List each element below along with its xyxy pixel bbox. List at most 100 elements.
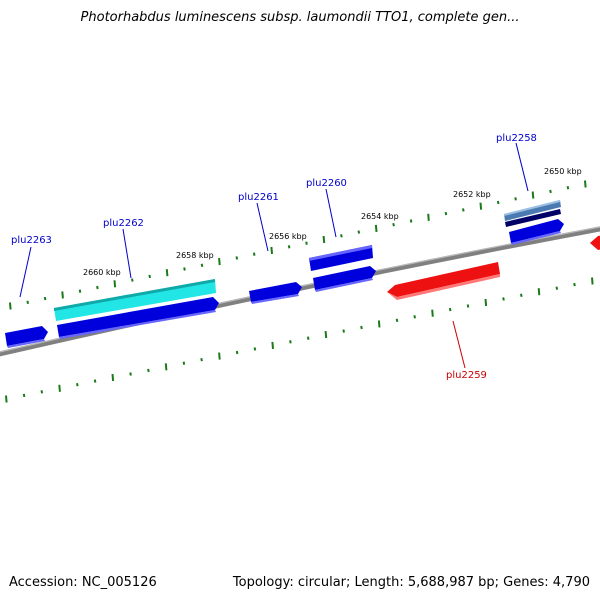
gene-plu2262-highlight-top [54, 279, 215, 311]
outer-tick [496, 200, 500, 205]
gene-plu2258-navy[interactable] [505, 209, 561, 227]
outer-tick [287, 245, 291, 249]
outer-tick [531, 191, 535, 199]
callout-plu2258 [515, 142, 529, 192]
outer-tick [165, 269, 169, 277]
gene-plu2260[interactable] [313, 266, 376, 290]
gene-label-plu2259[interactable]: plu2259 [446, 370, 487, 381]
callout-plu2262 [122, 228, 132, 279]
outer-tick [549, 189, 552, 194]
inner-tick [147, 368, 150, 373]
gene-plu2263[interactable] [5, 326, 48, 346]
outer-tick [322, 235, 326, 244]
inner-tick [40, 390, 44, 394]
outer-tick [357, 230, 361, 234]
scale-label-2654: 2654 kbp [361, 212, 399, 221]
inner-tick [111, 373, 115, 382]
inner-tick [218, 352, 221, 360]
gene-plu2258[interactable] [509, 219, 564, 243]
gene-plu2261-shade [251, 294, 299, 304]
scale-label-2658: 2658 kbp [176, 251, 214, 260]
inner-tick [93, 379, 97, 383]
outer-tick [218, 258, 221, 266]
accession-text: Accession: NC_005126 [9, 575, 157, 590]
inner-tick [253, 347, 257, 351]
map-title: Photorhabdus luminescens subsp. laumondi… [80, 10, 520, 25]
gene-plu2258-steel-top [504, 200, 560, 216]
gene-plu2261[interactable] [249, 282, 302, 302]
outer-tick [584, 180, 587, 188]
inner-tick [182, 361, 186, 365]
outer-tick [374, 224, 378, 232]
outer-tick [427, 213, 430, 221]
inner-tick [573, 282, 576, 287]
outer-tick [305, 241, 308, 245]
gene-plu2260-upper[interactable] [309, 245, 373, 271]
inner-tick [555, 286, 559, 290]
inner-tick [342, 329, 345, 333]
inner-tick [164, 363, 168, 371]
outer-tick [131, 278, 134, 282]
inner-tick [484, 298, 488, 307]
callout-plu2263 [19, 246, 32, 298]
gene-plu2262[interactable] [57, 297, 219, 337]
outer-tick [252, 252, 256, 256]
inner-tick [395, 318, 399, 322]
inner-tick [5, 395, 8, 403]
outer-tick [270, 246, 273, 255]
inner-tick [235, 350, 239, 355]
inner-tick [289, 340, 292, 344]
gene-plu2262-shade [59, 310, 216, 339]
inner-tick [22, 393, 26, 398]
outer-tick [148, 274, 151, 279]
outer-tick [340, 234, 343, 238]
inner-tick [502, 297, 505, 301]
inner-tick [377, 320, 381, 328]
gene-label-plu2263[interactable]: plu2263 [11, 235, 52, 246]
inner-tick [306, 336, 310, 340]
gene-plu2260-shade [315, 278, 373, 292]
inner-tick [200, 358, 203, 362]
genome-summary-text: Topology: circular; Length: 5,688,987 bp… [232, 575, 590, 590]
callout-plu2259 [452, 320, 466, 369]
outer-tick [392, 223, 395, 227]
gene-label-plu2262[interactable]: plu2262 [103, 218, 144, 229]
outer-tick [78, 289, 82, 293]
inner-tick [413, 315, 416, 319]
outer-tick [113, 280, 117, 288]
gene-plu2263-shade [7, 339, 45, 348]
inner-tick [591, 277, 594, 285]
scale-label-2656: 2656 kbp [269, 232, 307, 241]
outer-tick [566, 186, 570, 190]
gene-label-plu2260[interactable]: plu2260 [306, 178, 347, 189]
callout-plu2261 [256, 202, 269, 252]
inner-tick [466, 304, 470, 308]
gene-plu2262-highlight[interactable] [54, 279, 216, 321]
outer-tick [514, 197, 517, 201]
outer-tick [26, 300, 29, 304]
scale-label-2652: 2652 kbp [453, 190, 491, 199]
outer-tick [444, 211, 448, 216]
outer-tick [43, 296, 47, 301]
callout-plu2260 [325, 188, 337, 238]
gene-partial-right[interactable] [590, 235, 600, 250]
gene-label-plu2258[interactable]: plu2258 [496, 133, 537, 144]
scale-label-2650: 2650 kbp [544, 167, 582, 176]
gene-plu2258-shade [511, 231, 561, 245]
outer-tick [96, 285, 99, 290]
gene-label-plu2261[interactable]: plu2261 [238, 192, 279, 203]
genome-backbone [0, 226, 600, 357]
inner-tick [537, 288, 541, 296]
inner-tick [76, 383, 79, 387]
outer-tick [9, 302, 12, 310]
outer-tick [183, 267, 186, 271]
tick-marks-inner [5, 277, 594, 403]
gene-plu2259[interactable] [387, 262, 500, 297]
tick-marks-outer [9, 180, 587, 310]
gene-plu2259-shade [387, 274, 500, 300]
inner-tick [431, 309, 434, 317]
inner-tick [360, 325, 363, 330]
outer-tick [200, 263, 204, 267]
